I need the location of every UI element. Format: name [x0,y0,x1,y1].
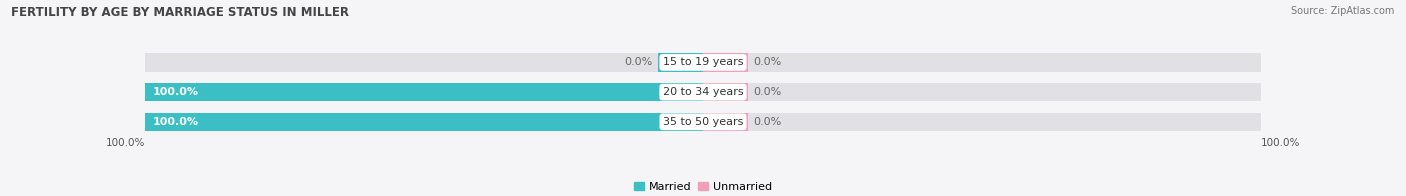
Text: 100.0%: 100.0% [105,138,145,148]
Text: 100.0%: 100.0% [153,87,198,97]
Bar [703,113,748,131]
Text: 0.0%: 0.0% [754,57,782,67]
Legend: Married, Unmarried: Married, Unmarried [630,177,776,196]
Text: 0.0%: 0.0% [754,87,782,97]
Text: FERTILITY BY AGE BY MARRIAGE STATUS IN MILLER: FERTILITY BY AGE BY MARRIAGE STATUS IN M… [11,6,349,19]
Bar [145,83,703,101]
Text: 0.0%: 0.0% [624,57,652,67]
Text: 0.0%: 0.0% [754,117,782,127]
Text: 15 to 19 years: 15 to 19 years [662,57,744,67]
Bar [703,83,748,101]
Text: 35 to 50 years: 35 to 50 years [662,117,744,127]
Bar [145,83,1261,101]
Bar [145,113,1261,131]
Text: 100.0%: 100.0% [1261,138,1301,148]
Bar [658,53,703,72]
Text: 20 to 34 years: 20 to 34 years [662,87,744,97]
Bar [145,53,1261,72]
Text: 100.0%: 100.0% [153,117,198,127]
Bar [145,113,703,131]
Text: Source: ZipAtlas.com: Source: ZipAtlas.com [1291,6,1395,16]
Bar [703,53,748,72]
